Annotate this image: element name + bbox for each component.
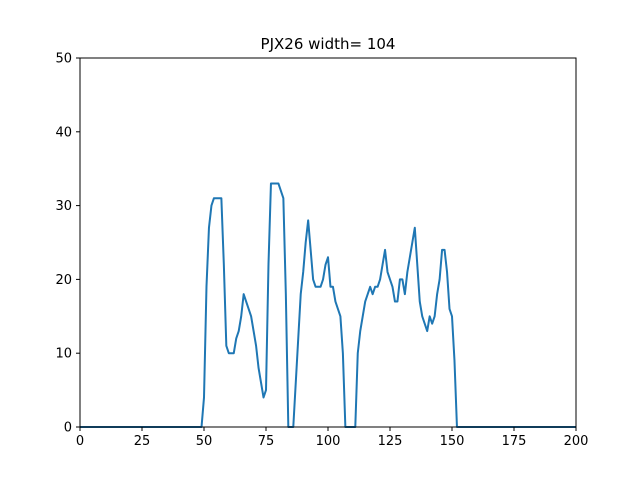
x-tick-label: 100 [316, 434, 341, 449]
x-tick-label: 150 [440, 434, 465, 449]
y-tick-label: 30 [55, 199, 72, 214]
x-tick-label: 25 [134, 434, 151, 449]
x-tick-label: 0 [76, 434, 84, 449]
x-tick-label: 75 [258, 434, 275, 449]
x-tick-label: 125 [378, 434, 403, 449]
y-axis: 0 10 20 30 40 50 [55, 52, 80, 436]
x-tick-label: 50 [196, 434, 213, 449]
x-axis: 0 25 50 75 100 125 150 175 200 [76, 427, 589, 449]
x-tick-label: 200 [564, 434, 589, 449]
axes-frame [79, 57, 577, 428]
y-tick-label: 20 [55, 273, 72, 288]
y-tick-label: 50 [55, 52, 72, 67]
x-tick-label: 175 [502, 434, 527, 449]
y-tick-label: 0 [64, 421, 72, 436]
y-tick-label: 10 [55, 347, 72, 362]
plot-area [80, 182, 576, 428]
chart-title: PJX26 width= 104 [261, 35, 396, 53]
y-tick-label: 40 [55, 125, 72, 140]
series-line-0 [80, 182, 576, 428]
